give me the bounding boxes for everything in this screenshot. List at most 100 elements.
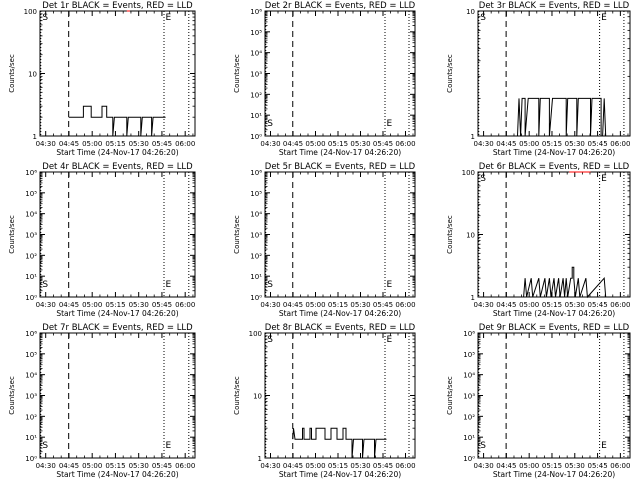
marker-e: E: [601, 174, 607, 184]
panel-title: Det 3r BLACK = Events, RED = LLD: [479, 1, 630, 11]
y-tick-label: 10²: [463, 413, 475, 421]
x-axis-label: Start Time (24-Nov-17 04:26:20): [56, 309, 178, 318]
x-tick-label: 05:15: [328, 140, 348, 148]
events-series-line: [292, 427, 387, 459]
y-tick-label: 10¹: [250, 273, 262, 281]
y-tick-label: 1: [471, 133, 475, 141]
y-tick-label: 10²: [25, 252, 37, 260]
y-tick-label: 10⁶: [250, 169, 262, 177]
marker-s: S: [267, 335, 273, 345]
x-tick-label: 05:45: [152, 140, 172, 148]
x-tick-label: 05:30: [129, 462, 149, 470]
marker-e: E: [387, 119, 393, 129]
y-tick-label: 10¹: [25, 434, 37, 442]
y-tick-label: 100: [24, 8, 37, 16]
events-series-line: [517, 97, 607, 137]
x-tick-label: 05:30: [129, 140, 149, 148]
x-tick-label: 05:30: [565, 301, 585, 309]
marker-s: S: [267, 280, 273, 290]
y-tick-label: 10²: [250, 91, 262, 99]
x-tick-label: 05:15: [542, 462, 562, 470]
x-tick-label: 04:45: [496, 301, 516, 309]
x-tick-label: 04:45: [59, 462, 79, 470]
x-tick-label: 04:45: [496, 462, 516, 470]
marker-e: E: [601, 441, 607, 451]
marker-e: E: [387, 280, 393, 290]
x-tick-label: 05:00: [519, 462, 539, 470]
x-tick-label: 05:15: [328, 462, 348, 470]
y-tick-label: 10⁶: [463, 330, 475, 338]
x-tick-label: 06:00: [395, 140, 415, 148]
plot-frame: [39, 171, 196, 298]
x-axis-label: Start Time (24-Nov-17 04:26:20): [56, 148, 178, 157]
panel-det-3: Det 3r BLACK = Events, RED = LLD Counts/s…: [446, 1, 631, 157]
y-axis-label: Counts/sec: [446, 376, 454, 415]
plot-frame: [264, 10, 416, 137]
y-axis-label: Counts/sec: [8, 54, 16, 93]
x-tick-label: 04:45: [59, 301, 79, 309]
events-series-line: [68, 105, 166, 137]
x-tick-label: 06:00: [395, 462, 415, 470]
x-tick-label: 04:45: [59, 140, 79, 148]
y-tick-label: 10⁶: [250, 8, 262, 16]
y-tick-label: 10: [466, 232, 475, 240]
y-tick-label: 10³: [463, 393, 475, 401]
x-tick-label: 05:30: [565, 140, 585, 148]
y-tick-label: 10: [28, 71, 37, 79]
x-tick-label: 04:30: [473, 140, 493, 148]
x-tick-label: 05:15: [542, 301, 562, 309]
x-tick-label: 05:00: [82, 462, 102, 470]
marker-s: S: [42, 13, 48, 23]
panel-det-1: Det 1r BLACK = Events, RED = LLD Counts/s…: [8, 1, 196, 157]
x-axis-label: Start Time (24-Nov-17 04:26:20): [493, 148, 615, 157]
x-tick-label: 05:00: [305, 462, 325, 470]
panel-title: Det 7r BLACK = Events, RED = LLD: [42, 323, 193, 333]
x-tick-label: 05:00: [305, 140, 325, 148]
x-tick-label: 05:45: [587, 301, 607, 309]
events-series-line: [523, 266, 607, 299]
y-tick-label: 10⁴: [250, 50, 262, 58]
marker-e: E: [166, 13, 172, 23]
y-tick-label: 10⁴: [25, 372, 37, 380]
panel-det-2: Det 2r BLACK = Events, RED = LLD Counts/s…: [233, 1, 416, 157]
x-tick-label: 04:45: [283, 462, 303, 470]
marker-s: S: [480, 174, 486, 184]
x-tick-label: 05:15: [105, 301, 125, 309]
y-axis-label: Counts/sec: [446, 215, 454, 254]
y-tick-label: 1: [471, 294, 475, 302]
x-tick-label: 05:00: [519, 140, 539, 148]
x-tick-label: 05:00: [82, 140, 102, 148]
panel-det-9: Det 9r BLACK = Events, RED = LLD Counts/s…: [446, 323, 631, 479]
y-tick-label: 10³: [250, 232, 262, 240]
x-tick-label: 05:45: [373, 462, 393, 470]
y-tick-label: 10⁶: [25, 330, 37, 338]
marker-s: S: [42, 280, 48, 290]
x-tick-label: 04:30: [473, 301, 493, 309]
x-tick-label: 05:45: [587, 140, 607, 148]
y-tick-label: 10⁰: [250, 133, 262, 141]
y-tick-label: 1: [33, 133, 37, 141]
y-tick-label: 10⁵: [250, 29, 262, 37]
marker-e: E: [387, 335, 393, 345]
y-axis-label: Counts/sec: [446, 54, 454, 93]
x-tick-label: 06:00: [610, 462, 630, 470]
panel-title: Det 1r BLACK = Events, RED = LLD: [42, 1, 193, 11]
y-tick-label: 10³: [25, 232, 37, 240]
panel-title: Det 8r BLACK = Events, RED = LLD: [265, 323, 416, 333]
x-tick-label: 04:45: [283, 140, 303, 148]
y-tick-label: 10⁴: [250, 211, 262, 219]
panel-title: Det 9r BLACK = Events, RED = LLD: [479, 323, 630, 333]
x-tick-label: 05:45: [373, 140, 393, 148]
plot-frame: [477, 332, 631, 459]
x-tick-label: 05:30: [129, 301, 149, 309]
x-axis-label: Start Time (24-Nov-17 04:26:20): [493, 470, 615, 479]
x-tick-label: 04:30: [36, 140, 56, 148]
x-tick-label: 06:00: [395, 301, 415, 309]
y-tick-label: 100: [249, 330, 262, 338]
x-tick-label: 05:00: [305, 301, 325, 309]
x-tick-label: 04:30: [473, 462, 493, 470]
marker-e: E: [166, 280, 172, 290]
x-tick-label: 05:00: [82, 301, 102, 309]
panel-title: Det 4r BLACK = Events, RED = LLD: [42, 162, 193, 172]
y-axis-label: Counts/sec: [233, 376, 241, 415]
